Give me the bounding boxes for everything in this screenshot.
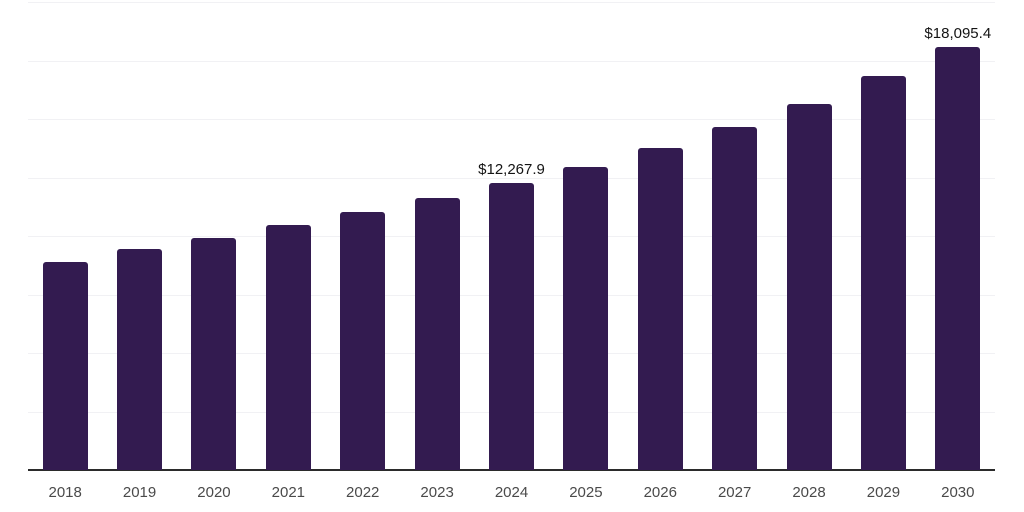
bar-2027[interactable]: [712, 126, 758, 470]
x-tick-2029: 2029: [866, 484, 901, 501]
x-tick-2026: 2026: [643, 484, 677, 501]
x-tick-2024: 2024: [494, 484, 529, 501]
x-tick-2030: 2030: [941, 484, 975, 501]
bar-2024[interactable]: [489, 182, 534, 470]
bar-2022[interactable]: [340, 211, 386, 470]
bar-2023[interactable]: [414, 197, 460, 470]
bar-2020[interactable]: [191, 237, 237, 470]
bar-2026[interactable]: [637, 147, 683, 470]
x-tick-2028: 2028: [792, 484, 826, 501]
gridline: [28, 177, 995, 179]
value-label-2030: $18,095.4: [924, 24, 992, 42]
x-tick-2023: 2023: [420, 484, 454, 501]
bar-2021[interactable]: [265, 224, 311, 470]
x-tick-2025: 2025: [569, 484, 603, 501]
x-axis-line: [28, 469, 995, 471]
bar-2025[interactable]: [563, 166, 609, 470]
gridline: [28, 119, 995, 120]
x-tick-2022: 2022: [346, 484, 380, 501]
bar-2018[interactable]: [42, 261, 88, 470]
x-tick-2027: 2027: [717, 484, 752, 501]
bar-2030[interactable]: [935, 46, 981, 470]
x-tick-2021: 2021: [271, 484, 306, 501]
x-tick-2018: 2018: [48, 484, 82, 501]
bar-2029[interactable]: [860, 75, 906, 470]
plot-area: 2018 2019 2020 2021 2022 2023 $12,267.9 2024 202…: [28, 0, 995, 512]
gridline: [28, 60, 995, 62]
gridline: [28, 2, 995, 3]
x-tick-2019: 2019: [122, 484, 157, 501]
bar-2019[interactable]: [117, 248, 163, 470]
x-tick-2020: 2020: [197, 484, 231, 501]
value-label-2024: $12,267.9: [478, 160, 545, 178]
bar-2028[interactable]: [786, 103, 832, 470]
